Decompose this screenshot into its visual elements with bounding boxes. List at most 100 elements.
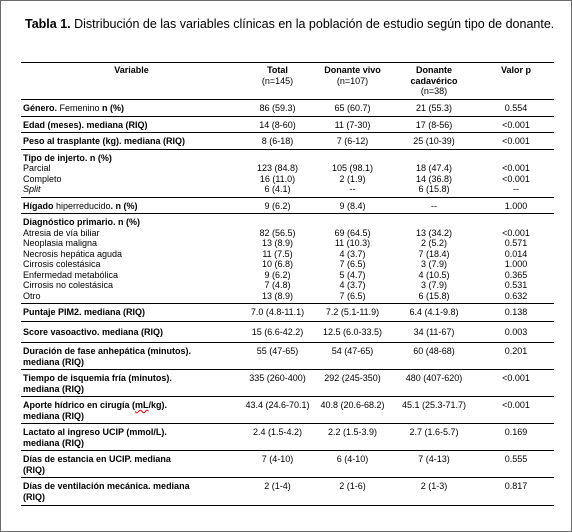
cell-p: 0.365 xyxy=(504,269,528,280)
cell-cadaverico: 480 (407-620) xyxy=(390,369,476,397)
table-row: Diagnóstico primario. n (%) xyxy=(21,213,554,228)
caption-text: Distribución de las variables clínicas e… xyxy=(70,17,555,31)
cell-p: 0.138 xyxy=(476,303,554,321)
cell-cadaverico: 60 (48-68) xyxy=(390,342,476,370)
row-label: Días de ventilación mecánica. mediana (RI… xyxy=(21,477,240,506)
cell-p: <0.001 xyxy=(476,369,554,397)
table-row: Hígado hiperreducido. n (%) 9 (6.2) 9 (8… xyxy=(21,196,554,214)
header-total: Total (n=145) xyxy=(240,62,313,100)
cell-total: 15 (6.6-42.2) xyxy=(240,320,313,343)
table-row: Puntaje PIM2. mediana (RIQ) 7.0 (4.8-11.… xyxy=(21,303,554,321)
cell-p: 0.555 xyxy=(476,450,554,478)
cell-p: 0.531 xyxy=(504,280,528,290)
row-label: Split xyxy=(23,184,41,194)
table-row: Género. Femenino n (%) 86 (59.3) 65 (60.… xyxy=(21,99,554,116)
clinical-variables-table: Variable Total (n=145) Donante vivo (n=107… xyxy=(21,62,554,506)
row-label: Días de estancia en UCIP. mediana (RIQ) xyxy=(21,450,240,478)
row-label: Edad (meses). mediana (RIQ) xyxy=(21,115,240,133)
cell-total: 14 (8-60) xyxy=(240,115,313,133)
cell-p: <0.001 xyxy=(502,227,530,238)
row-label: Neoplasia maligna xyxy=(23,238,98,248)
table-row: Lactato al ingreso UCIP (mmol/L). mediana… xyxy=(21,423,554,451)
cell-total: 82 (56.5) xyxy=(259,227,296,238)
table-row: Parcial 123 (84.8) 105 (98.1) 18 (47.4) … xyxy=(21,163,554,174)
header-row: Variable Total (n=145) Donante vivo (n=107… xyxy=(21,62,554,100)
row-label: Score vasoactivo. mediana (RIQ) xyxy=(21,320,240,343)
cell-p: 0.201 xyxy=(476,342,554,370)
row-label: Parcial xyxy=(23,163,51,173)
table-row: Cirrosis no colestásica 7 (4.8) 4 (3.7) … xyxy=(21,280,554,291)
cell-vivo: 2 (1.9) xyxy=(339,173,366,184)
table-row: Otro 13 (8.9) 7 (6.5) 6 (15.8) 0.632 xyxy=(21,291,554,304)
cell-vivo: 5 (4.7) xyxy=(339,269,366,280)
cell-total: 2.4 (1.5-4.2) xyxy=(240,423,313,451)
cell-cadaverico: 25 (10-39) xyxy=(390,132,476,149)
cell-vivo: -- xyxy=(349,184,356,194)
cell-total: 7 (4.8) xyxy=(264,280,291,290)
cell-cadaverico: 2 (5.2) xyxy=(420,238,447,248)
cell-p: 0.003 xyxy=(476,320,554,343)
cell-p: 0.571 xyxy=(504,238,528,248)
cell-p: 1.000 xyxy=(476,196,554,214)
cell-cadaverico: 3 (7.9) xyxy=(420,259,447,269)
cell-total: 13 (8.9) xyxy=(261,238,294,248)
row-label: Puntaje PIM2. mediana (RIQ) xyxy=(21,303,240,321)
cell-total: 2 (1-4) xyxy=(240,477,313,506)
cell-total: 7 (4-10) xyxy=(240,450,313,478)
cell-vivo: 6 (4-10) xyxy=(313,450,390,478)
row-label: Atresia de vía biliar xyxy=(23,227,100,238)
row-label: Cirrosis no colestásica xyxy=(23,280,114,290)
cell-p: <0.001 xyxy=(476,396,554,424)
cell-vivo: 7 (6.5) xyxy=(339,259,366,269)
cell-cadaverico: 2 (1-3) xyxy=(390,477,476,506)
table-caption: Tabla 1. Distribución de las variables c… xyxy=(25,17,555,32)
cell-p: 0.817 xyxy=(476,477,554,506)
cell-total: 13 (8.9) xyxy=(261,290,294,301)
cell-vivo: 40.8 (20.6-68.2) xyxy=(313,396,390,424)
row-label: Cirrosis colestásica xyxy=(23,259,101,269)
cell-cadaverico: 6 (15.8) xyxy=(418,290,450,301)
cell-vivo: 7.2 (5.1-11.9) xyxy=(313,303,390,321)
table-row: Duración de fase anhepática (minutos). me… xyxy=(21,342,554,370)
cell-cadaverico: 6.4 (4.1-9.8) xyxy=(390,303,476,321)
table-row: Score vasoactivo. mediana (RIQ) 15 (6.6-… xyxy=(21,320,554,343)
cell-total: 55 (47-65) xyxy=(240,342,313,370)
header-donante-vivo: Donante vivo (n=107) xyxy=(313,62,390,100)
cell-vivo: 2 (1-6) xyxy=(313,477,390,506)
cell-cadaverico: 6 (15.8) xyxy=(418,184,450,194)
table-row: Tiempo de isquemia fría (minutos). median… xyxy=(21,369,554,397)
table-row: Días de estancia en UCIP. mediana (RIQ) 7… xyxy=(21,450,554,478)
cell-vivo: 12.5 (6.0-33.5) xyxy=(313,320,390,343)
row-label: Lactato al ingreso UCIP (mmol/L). mediana… xyxy=(21,423,240,451)
cell-vivo: 11 (7-30) xyxy=(313,115,390,133)
header-variable: Variable xyxy=(21,62,240,100)
cell-p: <0.001 xyxy=(476,132,554,149)
header-valor-p: Valor p xyxy=(476,62,554,100)
row-label: Hígado hiperreducido. n (%) xyxy=(21,196,240,214)
cell-p: <0.001 xyxy=(502,163,530,173)
table-row: Split 6 (4.1) -- 6 (15.8) -- xyxy=(21,184,554,197)
cell-p: 1.000 xyxy=(504,259,528,269)
row-label: Género. Femenino n (%) xyxy=(21,99,240,116)
row-label: Peso al trasplante (kg). mediana (RIQ) xyxy=(21,132,240,149)
cell-total: 335 (260-400) xyxy=(240,369,313,397)
cell-p: <0.001 xyxy=(502,173,530,184)
cell-p: -- xyxy=(513,184,519,194)
row-label: Enfermedad metabólica xyxy=(23,269,119,280)
cell-p: 0.169 xyxy=(476,423,554,451)
row-label: Tipo de injerto. n (%) xyxy=(21,148,240,163)
cell-vivo: 7 (6-12) xyxy=(313,132,390,149)
cell-vivo: 4 (3.7) xyxy=(339,248,366,259)
cell-cadaverico: 45.1 (25.3-71.7) xyxy=(390,396,476,424)
table-row: Aporte hídrico en cirugía (mL/kg). median… xyxy=(21,396,554,424)
cell-vivo: 4 (3.7) xyxy=(339,280,366,290)
cell-total: 43.4 (24.6-70.1) xyxy=(240,396,313,424)
header-donante-cadaverico: Donante cadavérico (n=38) xyxy=(390,62,476,100)
cell-vivo: 65 (60.7) xyxy=(313,99,390,116)
cell-cadaverico: 17 (8-56) xyxy=(390,115,476,133)
caption-label: Tabla 1. xyxy=(25,17,71,31)
cell-p: 0.554 xyxy=(476,99,554,116)
cell-cadaverico: 2.7 (1.6-5.7) xyxy=(390,423,476,451)
table-row: Atresia de vía biliar 82 (56.5) 69 (64.5… xyxy=(21,228,554,239)
